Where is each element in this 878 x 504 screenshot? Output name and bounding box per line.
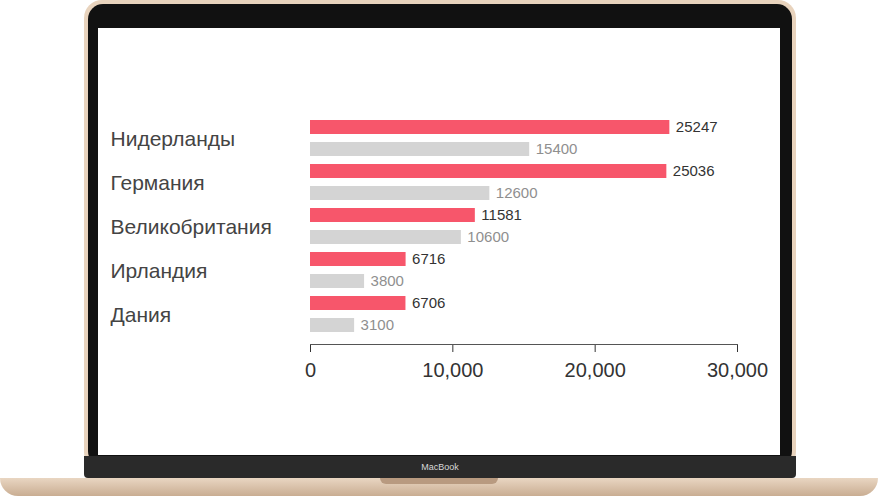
svg-text:25036: 25036 [673,162,715,179]
svg-text:3100: 3100 [361,316,394,333]
svg-text:11581: 11581 [481,206,522,223]
svg-text:20,000: 20,000 [565,359,626,381]
html-text:MacBook: MacBook [421,462,459,472]
svg-text:Великобритания: Великобритания [111,215,272,238]
svg-text:30,000: 30,000 [707,359,768,381]
svg-text:10,000: 10,000 [422,359,483,381]
svg-text:6716: 6716 [412,250,445,267]
svg-text:0: 0 [305,359,316,381]
svg-text:3800: 3800 [371,272,404,289]
svg-text:Дания: Дания [111,303,172,326]
svg-text:Германия: Германия [111,171,205,194]
svg-text:25247: 25247 [676,118,718,135]
svg-text:Нидерланды: Нидерланды [111,127,236,150]
svg-text:10600: 10600 [467,228,509,245]
svg-text:15400: 15400 [536,140,578,157]
svg-text:12600: 12600 [496,184,538,201]
svg-text:6706: 6706 [412,294,445,311]
svg-text:Ирландия: Ирландия [111,259,208,282]
